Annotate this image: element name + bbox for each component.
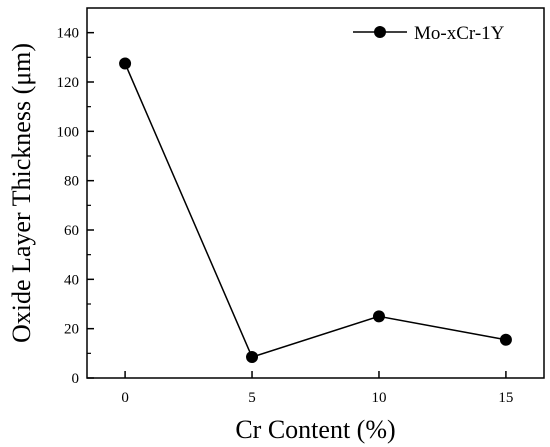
- data-point: [499, 333, 512, 346]
- y-tick-label: 40: [64, 272, 79, 288]
- y-tick-label: 140: [57, 26, 80, 42]
- y-tick-label: 0: [72, 371, 80, 387]
- y-tick-label: 60: [64, 223, 79, 239]
- x-tick-label: 5: [248, 390, 256, 406]
- y-tick-label: 120: [57, 75, 80, 91]
- legend-label: Mo-xCr-1Y: [414, 23, 505, 44]
- x-axis-ticks: 0 5 10 15: [121, 371, 513, 406]
- x-tick-label: 0: [121, 390, 129, 406]
- legend: Mo-xCr-1Y: [353, 23, 505, 44]
- legend-marker: [374, 26, 386, 38]
- y-axis-ticks: 0 20 40 60 80 100 120 140: [57, 26, 94, 387]
- x-tick-label: 15: [498, 390, 513, 406]
- x-axis-title: Cr Content (%): [235, 415, 395, 444]
- y-tick-label: 80: [64, 174, 79, 190]
- x-tick-label: 10: [371, 390, 386, 406]
- y-axis-title: Oxide Layer Thickness (μm): [7, 43, 36, 343]
- series-layer: [119, 57, 512, 364]
- series-line: [124, 63, 507, 358]
- data-point: [119, 57, 132, 70]
- data-point: [246, 351, 259, 364]
- data-point: [372, 310, 385, 323]
- y-tick-label: 20: [64, 322, 79, 338]
- y-tick-label: 100: [57, 124, 80, 140]
- plot-frame: [86, 7, 545, 379]
